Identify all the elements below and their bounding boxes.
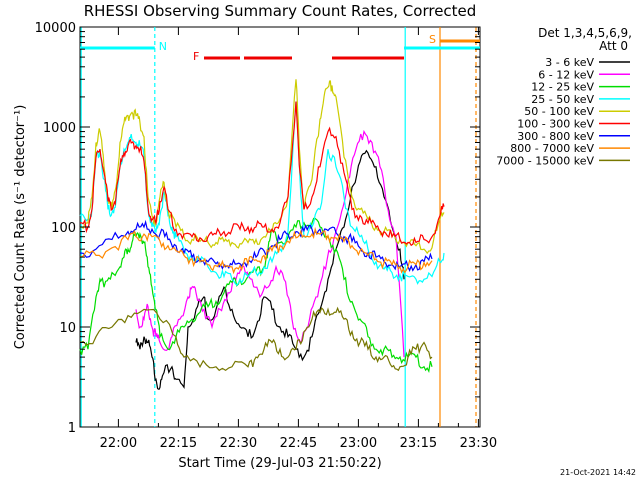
legend-label: 100 - 300 keV xyxy=(517,118,594,131)
series-line-0 xyxy=(135,149,405,390)
flag-layer: N F S xyxy=(80,33,480,63)
x-tick-label: 23:15 xyxy=(400,436,437,451)
flag-label: F xyxy=(193,50,199,63)
legend-header-line-2: Att 0 xyxy=(599,39,628,53)
series-line-1 xyxy=(135,129,405,358)
legend-label: 50 - 100 keV xyxy=(524,105,594,118)
legend-label: 25 - 50 keV xyxy=(531,93,594,106)
legend-label: 800 - 7000 keV xyxy=(510,142,594,155)
legend-label: 12 - 25 keV xyxy=(531,81,594,94)
flag-label: N xyxy=(159,40,167,53)
chart-title: RHESSI Observing Summary Count Rates, Co… xyxy=(84,2,477,20)
series-layer xyxy=(79,79,445,390)
footer-date: 21-Oct-2021 14:42 xyxy=(560,468,636,477)
legend-label: 6 - 12 keV xyxy=(538,68,594,81)
y-tick-label: 1 xyxy=(68,421,76,436)
series-line-8 xyxy=(79,306,433,372)
y-tick-label: 10000 xyxy=(35,21,76,36)
x-tick-label: 22:15 xyxy=(160,436,197,451)
x-tick-label: 23:30 xyxy=(460,436,497,451)
y-axis: 1 10 100 1000 10000 xyxy=(35,21,480,436)
legend-label: 7000 - 15000 keV xyxy=(496,154,594,167)
y-tick-label: 1000 xyxy=(43,121,76,136)
y-tick-label: 100 xyxy=(51,221,76,236)
legend-label: 300 - 800 keV xyxy=(517,130,594,143)
series-line-7 xyxy=(79,226,433,275)
x-tick-label: 23:00 xyxy=(340,436,377,451)
series-line-5 xyxy=(79,101,445,247)
series-line-2 xyxy=(79,217,433,374)
x-axis-label: Start Time (29-Jul-03 21:50:22) xyxy=(178,456,381,471)
plot-area: N F S xyxy=(79,26,481,428)
series-line-3 xyxy=(79,101,445,287)
legend-label: 3 - 6 keV xyxy=(545,56,594,69)
legend-header-line-1: Det 1,3,4,5,6,9, xyxy=(538,26,632,40)
x-tick-label: 22:30 xyxy=(220,436,257,451)
y-axis-label: Corrected Count Rate (s⁻¹ detector⁻¹) xyxy=(13,105,28,350)
flag-label: S xyxy=(429,33,436,46)
y-tick-label: 10 xyxy=(59,321,76,336)
x-tick-label: 22:00 xyxy=(100,436,137,451)
x-tick-label: 22:45 xyxy=(280,436,317,451)
x-axis: 22:00 22:15 22:30 22:45 23:00 23:15 23:30 xyxy=(97,27,497,451)
